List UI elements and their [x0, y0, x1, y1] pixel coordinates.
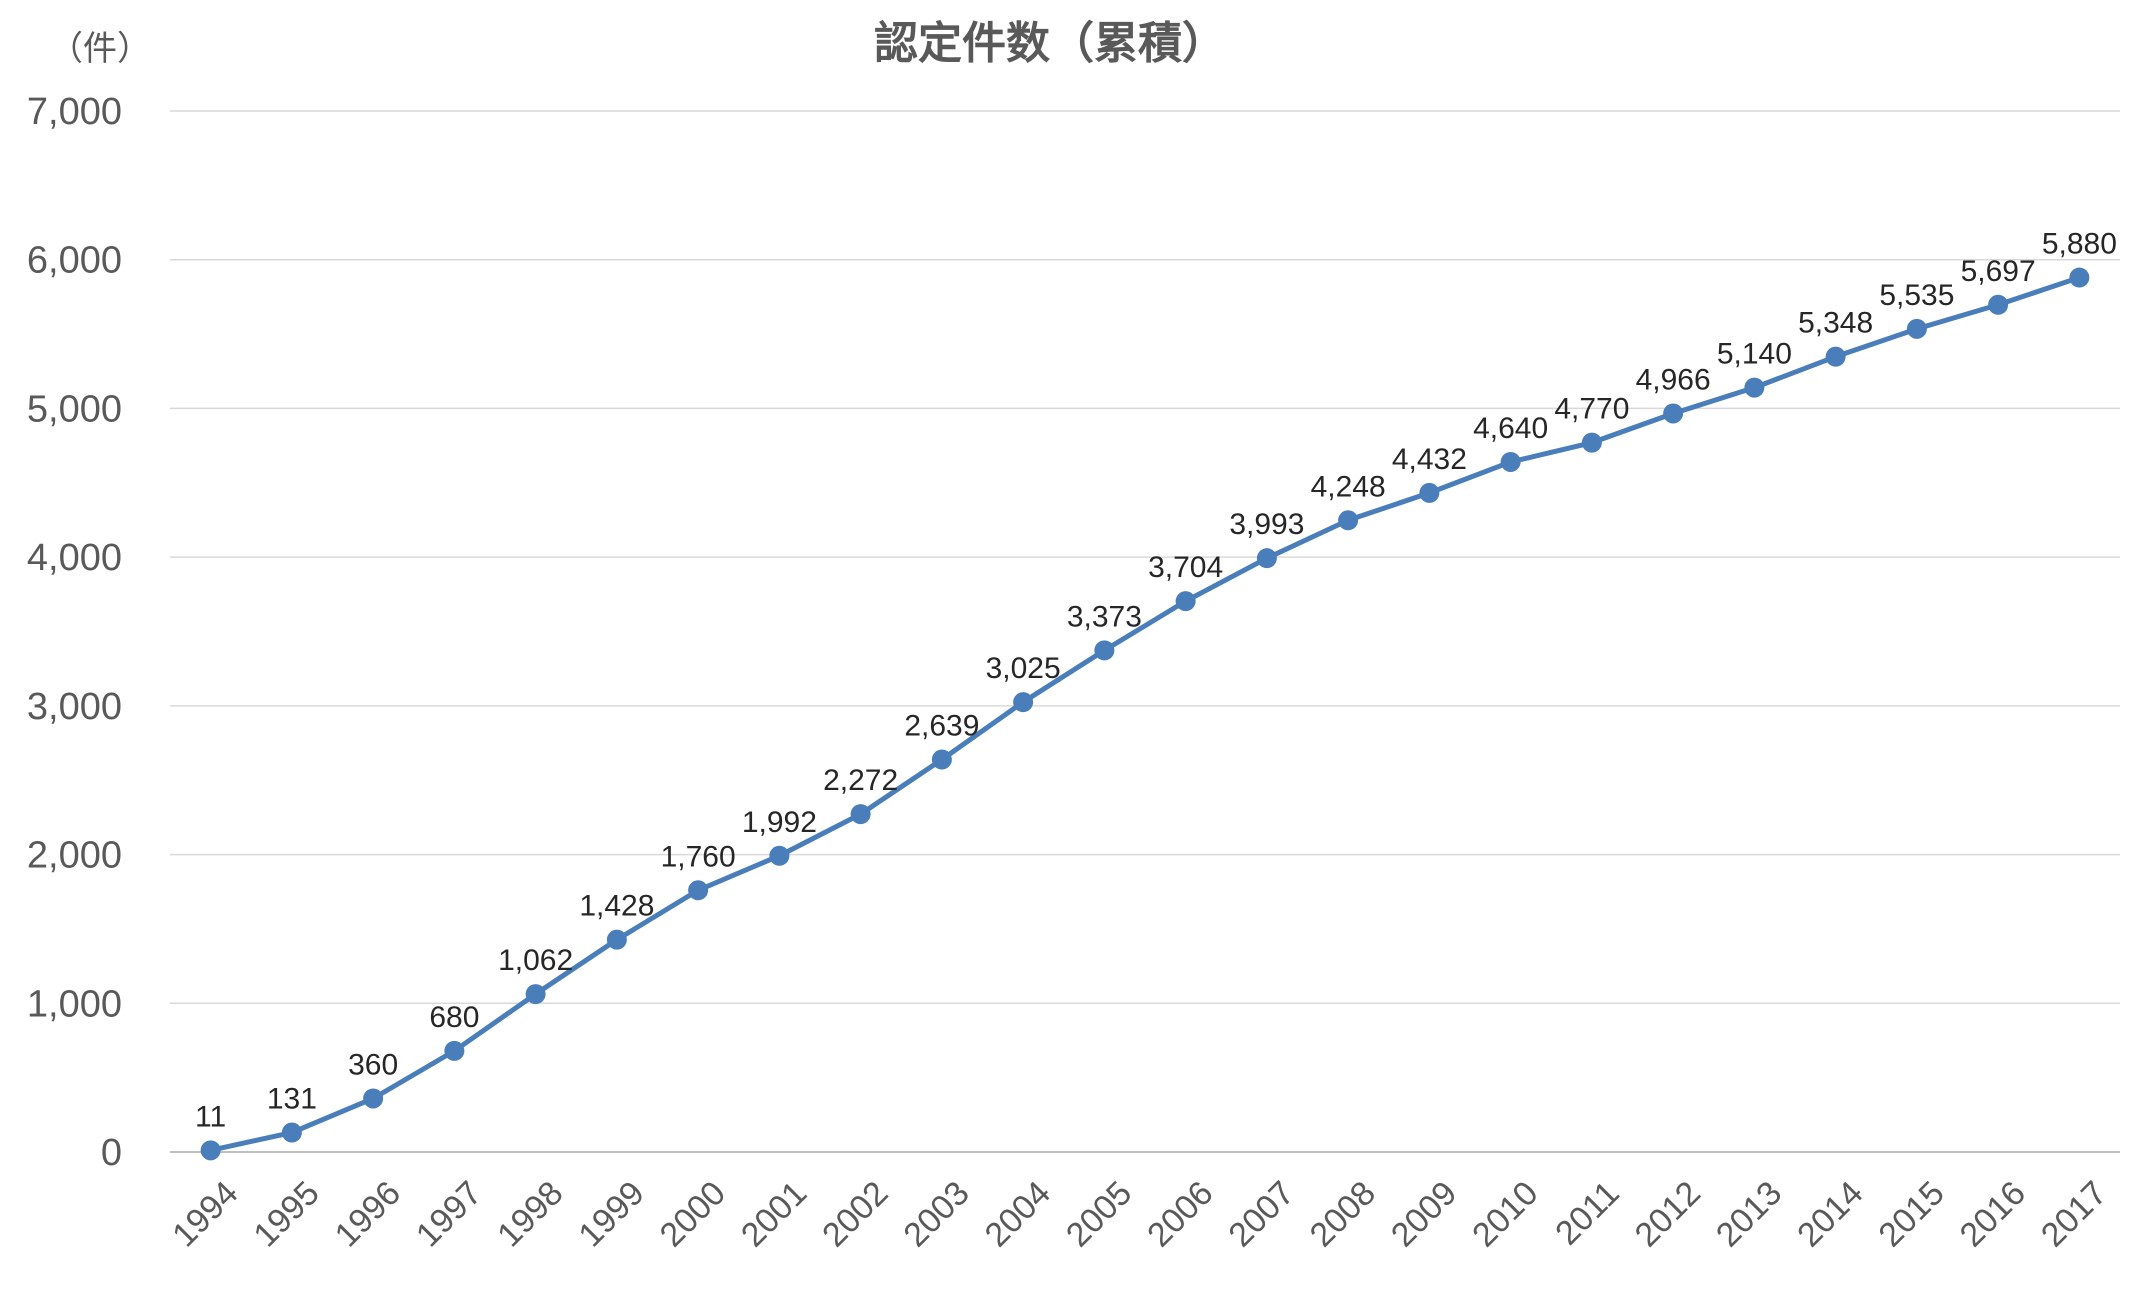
data-label: 3,993	[1229, 508, 1304, 541]
data-label: 1,428	[579, 890, 654, 923]
x-tick-label: 2009	[1384, 1174, 1464, 1254]
data-point	[2069, 267, 2090, 288]
data-point	[688, 880, 709, 901]
data-point	[1419, 482, 1440, 503]
x-tick-label: 2013	[1709, 1174, 1789, 1254]
data-label: 2,272	[823, 764, 898, 797]
x-tick-label: 2000	[653, 1174, 733, 1254]
data-label: 1,992	[742, 806, 817, 839]
data-point	[606, 929, 627, 950]
data-label: 680	[429, 1001, 479, 1034]
data-label: 5,140	[1717, 338, 1792, 371]
series-line	[210, 275, 2081, 1153]
data-point	[1094, 640, 1115, 661]
x-tick-label: 2016	[1953, 1174, 2033, 1254]
x-tick-label: 1997	[409, 1174, 489, 1254]
data-point	[1825, 346, 1846, 367]
data-point	[1988, 294, 2009, 315]
y-tick-label: 2,000	[27, 835, 122, 877]
data-point	[931, 749, 952, 770]
data-point	[444, 1040, 465, 1061]
data-point	[200, 1140, 221, 1161]
data-label: 131	[267, 1083, 317, 1116]
data-point	[1338, 510, 1359, 531]
y-tick-label: 4,000	[27, 537, 122, 579]
data-label: 3,704	[1148, 551, 1223, 584]
x-tick-label: 2003	[896, 1174, 976, 1254]
data-point	[525, 984, 546, 1005]
x-tick-label: 2014	[1790, 1174, 1870, 1254]
data-label: 360	[348, 1048, 398, 1081]
y-unit-label: （件）	[49, 29, 151, 69]
x-tick-label: 2005	[1059, 1174, 1139, 1254]
x-tick-label: 1994	[165, 1174, 245, 1254]
data-label: 4,966	[1636, 363, 1711, 396]
data-point	[281, 1122, 302, 1143]
y-tick-label: 3,000	[27, 686, 122, 728]
series-points	[200, 267, 2090, 1161]
data-label: 5,348	[1798, 307, 1873, 340]
x-axis-ticks: 1994 1995 1996 1997 1998 1999 2000 2001 2002 2003…	[165, 1174, 2114, 1254]
x-tick-label: 1999	[571, 1174, 651, 1254]
x-tick-label: 1995	[246, 1174, 326, 1254]
x-tick-label: 2004	[978, 1174, 1058, 1254]
data-point	[1175, 591, 1196, 612]
data-point	[850, 804, 871, 825]
y-tick-label: 6,000	[27, 240, 122, 282]
x-tick-label: 2007	[1221, 1174, 1301, 1254]
x-tick-label: 2006	[1140, 1174, 1220, 1254]
y-tick-label: 7,000	[27, 91, 122, 133]
data-point	[769, 845, 790, 866]
data-point	[1744, 377, 1765, 398]
x-tick-label: 2017	[2034, 1174, 2114, 1254]
x-tick-label: 2011	[1548, 1174, 1627, 1253]
data-label: 4,248	[1311, 470, 1386, 503]
gridlines	[170, 110, 2120, 1153]
data-label: 5,535	[1879, 279, 1954, 312]
x-tick-label: 1998	[490, 1174, 570, 1254]
data-label: 3,025	[986, 652, 1061, 685]
data-point	[1500, 451, 1521, 472]
x-tick-label: 2002	[815, 1174, 895, 1254]
data-label: 4,432	[1392, 443, 1467, 476]
data-point	[1256, 548, 1277, 569]
data-label: 11	[195, 1100, 226, 1133]
data-point	[1013, 692, 1034, 713]
data-label: 3,373	[1067, 600, 1142, 633]
y-axis-ticks: 0 1,000 2,000 3,000 4,000 5,000 6,000 7,000	[27, 91, 122, 1174]
x-tick-label: 2010	[1465, 1174, 1545, 1254]
y-tick-label: 0	[101, 1132, 122, 1174]
data-label: 5,697	[1961, 255, 2036, 288]
x-tick-label: 1996	[328, 1174, 408, 1254]
chart-title: 認定件数（累積）	[874, 18, 1226, 69]
data-label: 1,062	[498, 944, 573, 977]
data-point	[1581, 432, 1602, 453]
data-label: 1,760	[661, 840, 736, 873]
data-point	[1663, 403, 1684, 424]
x-tick-label: 2008	[1303, 1174, 1383, 1254]
series-line-path	[210, 275, 2081, 1153]
y-tick-label: 5,000	[27, 388, 122, 430]
x-tick-label: 2012	[1628, 1174, 1708, 1254]
data-label: 4,640	[1473, 412, 1548, 445]
data-point	[363, 1088, 384, 1109]
data-label: 4,770	[1554, 393, 1629, 426]
y-tick-label: 1,000	[27, 983, 122, 1025]
data-label: 5,880	[2042, 228, 2117, 261]
x-tick-label: 2001	[734, 1174, 814, 1254]
data-point	[1906, 318, 1927, 339]
data-label: 2,639	[904, 710, 979, 743]
x-tick-label: 2015	[1871, 1174, 1951, 1254]
data-labels: 11 131 360 680 1,0621,4281,7601,9922,2722,63…	[195, 228, 2117, 1134]
